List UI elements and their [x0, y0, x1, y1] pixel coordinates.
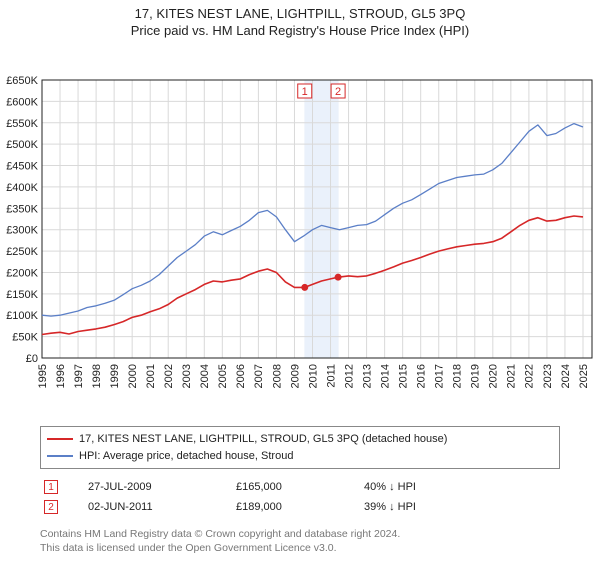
x-tick-label: 2017: [434, 364, 446, 388]
title-address: 17, KITES NEST LANE, LIGHTPILL, STROUD, …: [0, 6, 600, 21]
x-tick-label: 2022: [524, 364, 536, 388]
y-tick-label: £150K: [6, 289, 38, 301]
y-tick-label: £500K: [6, 139, 38, 151]
y-tick-label: £600K: [6, 96, 38, 108]
x-tick-label: 2011: [325, 364, 337, 388]
y-tick-label: £300K: [6, 225, 38, 237]
legend: 17, KITES NEST LANE, LIGHTPILL, STROUD, …: [40, 426, 560, 469]
sale-point-marker: [301, 284, 308, 291]
price-points-table: 1 27-JUL-2009£165,00040% ↓ HPI 2 02-JUN-201…: [40, 477, 560, 517]
x-tick-label: 2025: [578, 364, 590, 388]
x-tick-label: 2019: [470, 364, 482, 388]
footer-line-2: This data is licensed under the Open Gov…: [40, 541, 560, 555]
x-tick-label: 2006: [235, 364, 247, 388]
x-tick-label: 2010: [307, 364, 319, 388]
x-tick-label: 2000: [127, 364, 139, 388]
y-tick-label: £350K: [6, 203, 38, 215]
cell-badge: 2: [40, 497, 84, 517]
x-tick-label: 2023: [542, 364, 554, 388]
x-tick-label: 1995: [37, 364, 49, 388]
x-tick-label: 2021: [506, 364, 518, 388]
x-tick-label: 2012: [343, 364, 355, 388]
legend-item: 17, KITES NEST LANE, LIGHTPILL, STROUD, …: [47, 431, 553, 448]
row-badge: 1: [44, 480, 58, 494]
sale-point-marker: [335, 274, 342, 281]
y-tick-label: £550K: [6, 118, 38, 130]
titles: 17, KITES NEST LANE, LIGHTPILL, STROUD, …: [0, 0, 600, 38]
legend-swatch: [47, 455, 73, 457]
x-tick-label: 2014: [379, 364, 391, 388]
x-tick-label: 1996: [55, 364, 67, 388]
x-tick-label: 2016: [416, 364, 428, 388]
chart-container: 17, KITES NEST LANE, LIGHTPILL, STROUD, …: [0, 0, 600, 555]
x-tick-label: 1998: [91, 364, 103, 388]
y-tick-label: £400K: [6, 182, 38, 194]
cell-price: £165,000: [232, 477, 360, 497]
x-tick-label: 2004: [199, 364, 211, 388]
row-badge: 2: [44, 500, 58, 514]
cell-pct: 40% ↓ HPI: [360, 477, 560, 497]
cell-date: 02-JUN-2011: [84, 497, 232, 517]
cell-date: 27-JUL-2009: [84, 477, 232, 497]
x-tick-label: 2013: [361, 364, 373, 388]
table-row: 1 27-JUL-2009£165,00040% ↓ HPI: [40, 477, 560, 497]
footer-line-1: Contains HM Land Registry data © Crown c…: [40, 527, 560, 541]
legend-item: HPI: Average price, detached house, Stro…: [47, 448, 553, 465]
y-tick-label: £200K: [6, 267, 38, 279]
legend-label: 17, KITES NEST LANE, LIGHTPILL, STROUD, …: [79, 431, 447, 448]
x-tick-label: 2018: [452, 364, 464, 388]
y-tick-label: £50K: [12, 332, 38, 344]
x-tick-label: 2015: [398, 364, 410, 388]
cell-badge: 1: [40, 477, 84, 497]
x-tick-label: 2005: [217, 364, 229, 388]
down-arrow-icon: ↓: [389, 481, 395, 493]
y-tick-label: £100K: [6, 310, 38, 322]
y-tick-label: £650K: [6, 75, 38, 87]
cell-price: £189,000: [232, 497, 360, 517]
title-subtitle: Price paid vs. HM Land Registry's House …: [0, 21, 600, 38]
x-tick-label: 2008: [271, 364, 283, 388]
chart: £0 £50K £100K £150K £200K £250K £300K £350K £400…: [0, 38, 600, 418]
x-tick-label: 2020: [488, 364, 500, 388]
x-tick-label: 2024: [560, 364, 572, 388]
x-tick-label: 2001: [145, 364, 157, 388]
down-arrow-icon: ↓: [389, 501, 395, 513]
cell-pct: 39% ↓ HPI: [360, 497, 560, 517]
x-tick-label: 2009: [289, 364, 301, 388]
table-row: 2 02-JUN-2011£189,00039% ↓ HPI: [40, 497, 560, 517]
chart-svg: £0 £50K £100K £150K £200K £250K £300K £350K £400…: [0, 38, 600, 418]
x-tick-label: 2003: [181, 364, 193, 388]
footer-attribution: Contains HM Land Registry data © Crown c…: [40, 527, 560, 555]
sale-period-band: [304, 80, 338, 358]
y-tick-label: £250K: [6, 246, 38, 258]
legend-swatch: [47, 438, 73, 440]
marker-badge-label: 1: [302, 86, 308, 98]
x-tick-label: 1999: [109, 364, 121, 388]
x-tick-label: 2002: [163, 364, 175, 388]
x-tick-label: 1997: [73, 364, 85, 388]
legend-label: HPI: Average price, detached house, Stro…: [79, 448, 293, 465]
y-tick-label: £0: [26, 353, 38, 365]
y-tick-label: £450K: [6, 161, 38, 173]
marker-badge-label: 2: [335, 86, 341, 98]
x-tick-label: 2007: [253, 364, 265, 388]
